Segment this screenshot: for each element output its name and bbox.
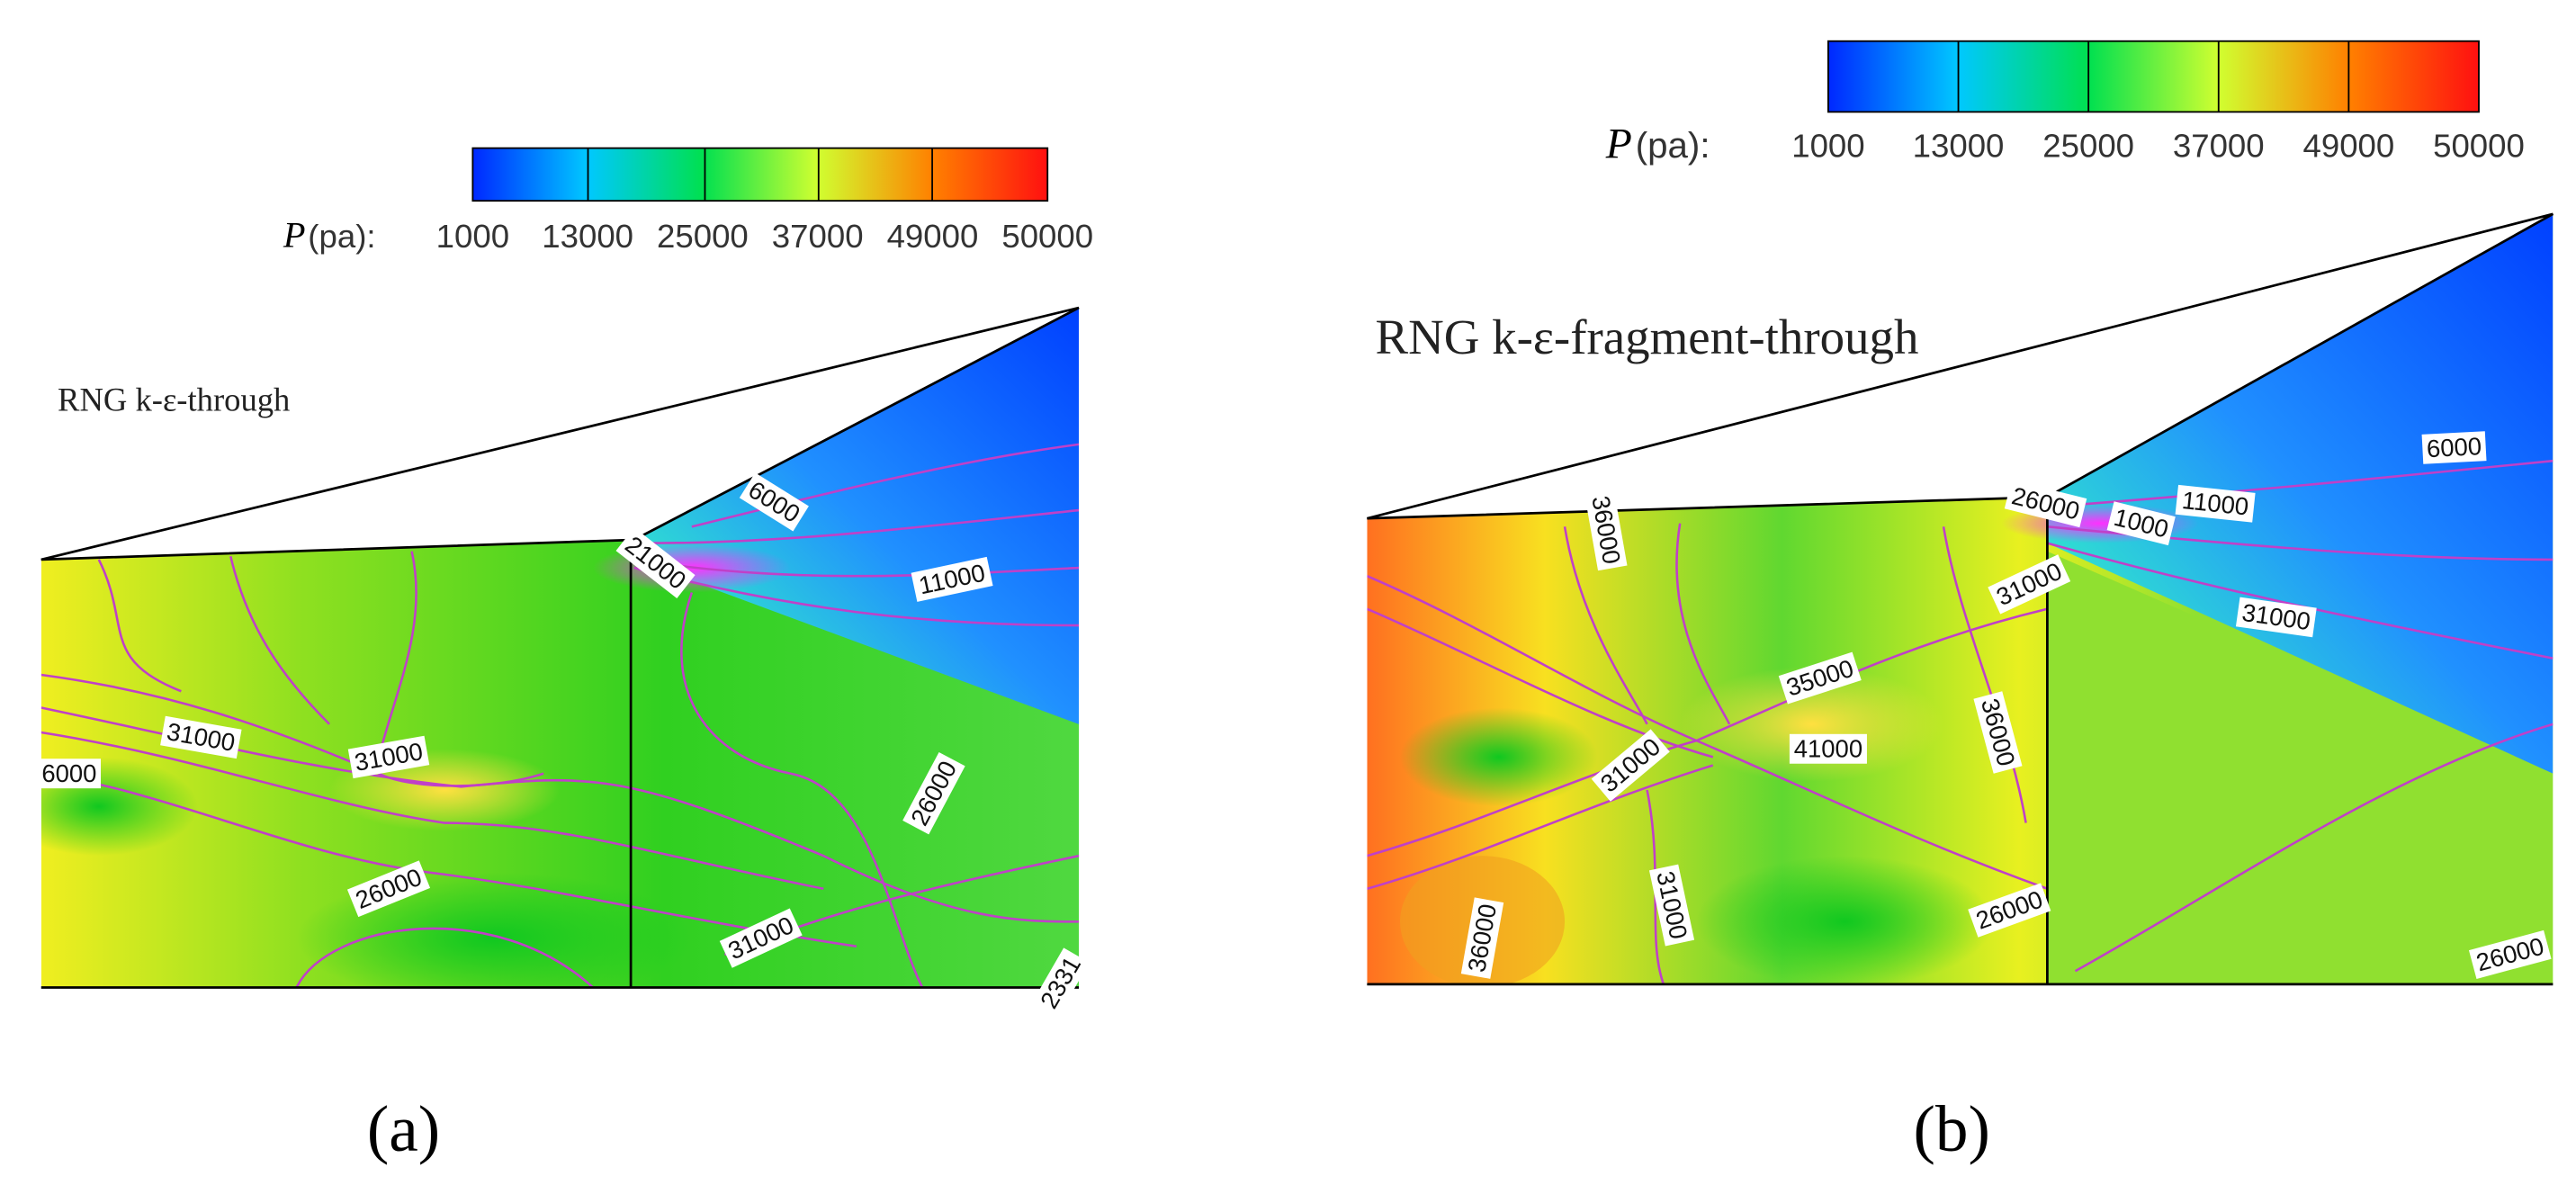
legend-tick-label: 25000	[657, 218, 749, 255]
legend-tick-label: 37000	[772, 218, 864, 255]
contour-label-bg	[615, 527, 696, 599]
legend-unit: (pa):	[308, 218, 375, 255]
contour-label-bg	[2468, 929, 2552, 979]
panel-title: RNG k-ε-through	[58, 382, 290, 418]
legend-symbol: P	[283, 214, 306, 255]
contour-label: 41000	[1789, 733, 1867, 764]
colorbar-dividers	[1957, 40, 2350, 112]
contour-label-bg	[2421, 431, 2487, 464]
contour-label-bg	[1584, 489, 1628, 571]
panel-a: P (pa): 1000 13000 25000 37000 49000 50000 RN…	[37, 147, 1093, 1165]
contour-label: 31000	[347, 735, 430, 779]
contour-label-bg	[911, 556, 993, 602]
legend-tick-label: 50000	[2433, 127, 2525, 164]
legend-tick-label: 13000	[542, 218, 633, 255]
contour-label-bg	[719, 908, 803, 968]
contour-label-bg	[1460, 897, 1504, 979]
contour-label-bg	[347, 735, 430, 779]
legend-tick-label: 1000	[1791, 127, 1864, 164]
legend-tick-label: 13000	[1913, 127, 2005, 164]
panel-b: P (pa): 1000 13000 25000 37000 49000 50000 RN…	[1367, 40, 2554, 1165]
contour-label-bg	[346, 860, 431, 918]
contour-label-bg	[2235, 597, 2317, 638]
panel-label: (b)	[1914, 1092, 1990, 1165]
contour-label-bg	[160, 715, 242, 759]
legend-unit: (pa):	[1636, 125, 1710, 166]
contour-label-bg	[37, 759, 102, 789]
panel-title: RNG k-ε-fragment-through	[1376, 310, 1919, 364]
legend-symbol: P	[1605, 121, 1632, 168]
legend-tick-label: 1000	[436, 218, 509, 255]
contour-label-bg	[1973, 691, 2023, 774]
contour-label-text: 41000	[1794, 734, 1862, 762]
contour-label-text: 6000	[2426, 432, 2482, 462]
contour-label-bg	[1591, 729, 1670, 802]
contour-label-bg	[2175, 484, 2256, 523]
contour-label-bg	[2004, 480, 2087, 528]
contour-label: 6000	[37, 759, 102, 789]
contour-label-bg	[1032, 947, 1090, 1018]
colorbar-dividers	[587, 148, 934, 202]
legend-tick-label: 49000	[2303, 127, 2395, 164]
panel-label: (a)	[367, 1092, 440, 1165]
contour-label: 6000	[2421, 431, 2487, 464]
contour-label-bg	[1648, 864, 1695, 947]
contour-label: 11000	[2175, 484, 2256, 523]
contour-label-bg	[1789, 733, 1867, 764]
contour-label-bg	[1988, 554, 2071, 615]
colorbar	[1827, 40, 2480, 113]
legend-tick-label: 37000	[2173, 127, 2265, 164]
legend-tick-label: 49000	[887, 218, 979, 255]
legend-tick-label: 50000	[1001, 218, 1093, 255]
legend-tick-label: 25000	[2042, 127, 2134, 164]
contour-label-bg	[1968, 883, 2051, 938]
contour-label-bg	[739, 472, 809, 532]
contour-label-bg	[902, 751, 965, 835]
contour-label-bg	[2106, 501, 2176, 546]
contour-label-text: 11000	[2181, 486, 2250, 521]
contour-label-bg	[1778, 651, 1862, 705]
contour-label-text: 6000	[41, 759, 96, 787]
colorbar	[471, 147, 1049, 202]
